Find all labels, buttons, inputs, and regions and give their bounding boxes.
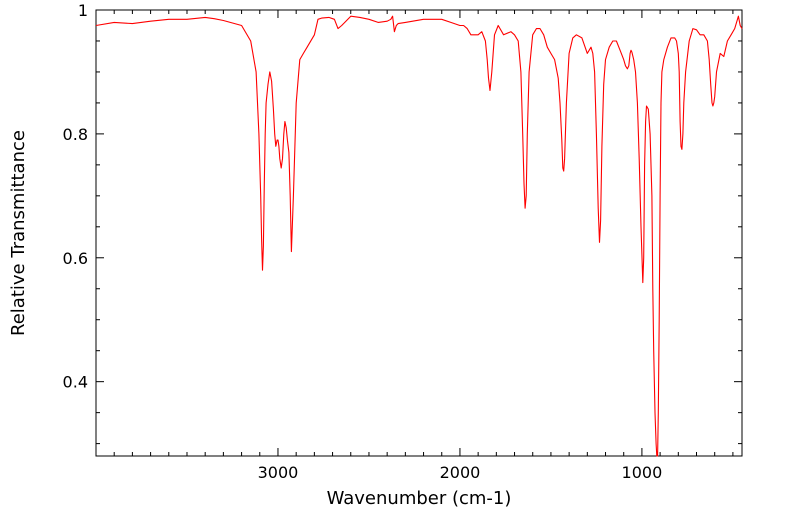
series-group bbox=[95, 15, 743, 457]
plot-frame bbox=[95, 9, 743, 457]
y-tick-label: 0.8 bbox=[63, 125, 88, 144]
x-tick-label: 1000 bbox=[622, 463, 663, 482]
axis-tick-labels: 3000 2000 1000 0.4 0.6 0.8 1 bbox=[63, 1, 663, 482]
axis-ticks bbox=[95, 9, 742, 456]
y-axis-title: Relative Transmittance bbox=[8, 130, 29, 336]
y-tick-label: 1 bbox=[78, 1, 88, 20]
x-tick-label: 3000 bbox=[258, 463, 299, 482]
x-axis-title: Wavenumber (cm-1) bbox=[327, 488, 512, 509]
y-tick-label: 0.4 bbox=[63, 373, 88, 392]
x-tick-label: 2000 bbox=[440, 463, 481, 482]
series-line-0 bbox=[95, 15, 743, 457]
y-tick-label: 0.6 bbox=[63, 249, 88, 268]
